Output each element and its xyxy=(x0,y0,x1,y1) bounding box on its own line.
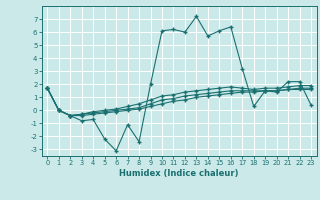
X-axis label: Humidex (Indice chaleur): Humidex (Indice chaleur) xyxy=(119,169,239,178)
